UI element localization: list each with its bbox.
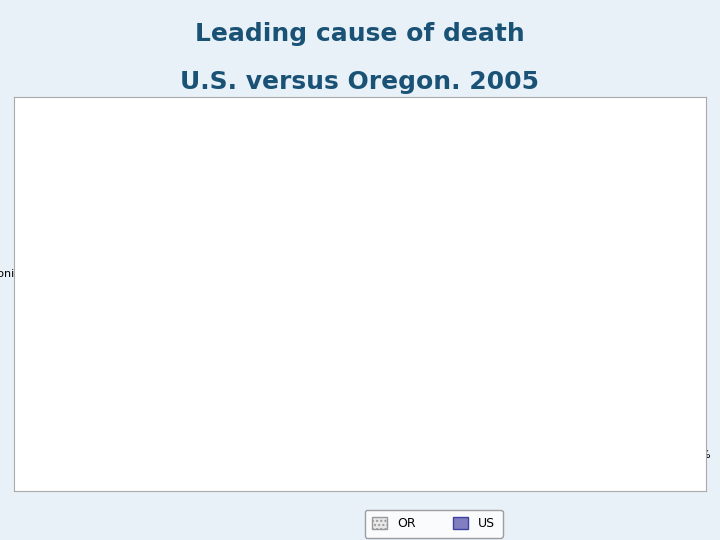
Bar (169, 347, 225, 360)
Legend: OR, US: OR, US (364, 510, 503, 538)
Bar (169, 163, 636, 176)
Bar (169, 297, 248, 310)
Text: U.S. versus Oregon. 2005: U.S. versus Oregon. 2005 (181, 70, 539, 94)
Text: Leading cause of death: Leading cause of death (195, 22, 525, 45)
Bar (169, 237, 271, 249)
Bar (169, 187, 589, 200)
Bar (169, 224, 302, 237)
Bar (169, 260, 271, 273)
Bar (169, 273, 261, 286)
Bar (169, 200, 572, 213)
Bar (169, 370, 240, 383)
Bar (169, 407, 204, 420)
Bar (169, 151, 549, 163)
Bar (169, 420, 213, 433)
X-axis label: Percentage (of all deaths): Percentage (of all deaths) (322, 466, 546, 481)
Bar (169, 310, 254, 323)
Bar (169, 383, 222, 396)
Bar (169, 334, 236, 347)
